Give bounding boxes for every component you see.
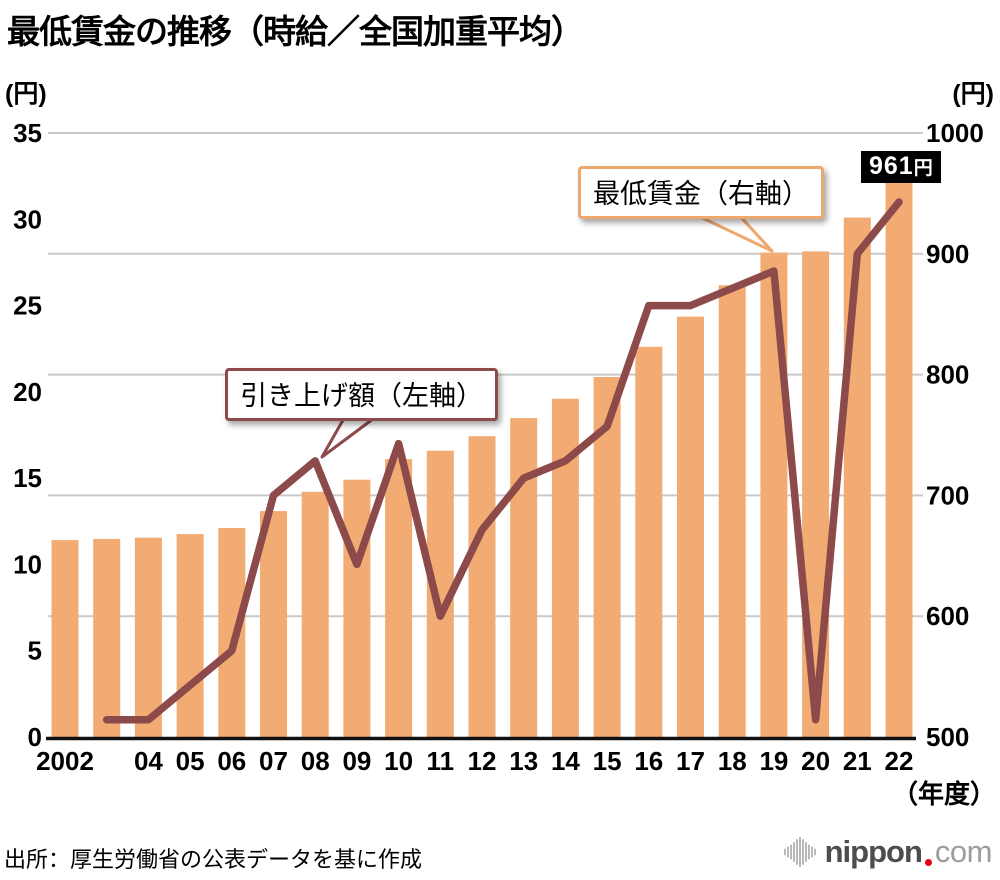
svg-text:07: 07 bbox=[259, 746, 288, 776]
svg-text:800: 800 bbox=[926, 360, 969, 390]
svg-text:20: 20 bbox=[801, 746, 830, 776]
svg-text:15: 15 bbox=[593, 746, 622, 776]
svg-text:20: 20 bbox=[13, 377, 42, 407]
nippon-soundwave-icon bbox=[783, 834, 817, 870]
line-series-callout: 引き上げ額（左軸） bbox=[225, 368, 498, 421]
badge-unit: 円 bbox=[913, 158, 933, 179]
svg-text:2002: 2002 bbox=[36, 746, 94, 776]
svg-text:21: 21 bbox=[843, 746, 872, 776]
svg-text:13: 13 bbox=[509, 746, 538, 776]
svg-text:25: 25 bbox=[13, 291, 42, 321]
logo-text-tld: com bbox=[934, 834, 993, 869]
svg-text:06: 06 bbox=[217, 746, 246, 776]
svg-text:10: 10 bbox=[13, 549, 42, 579]
svg-text:5: 5 bbox=[28, 636, 42, 666]
right-axis-unit-label: (円) bbox=[952, 80, 994, 108]
logo-text-main: nippon bbox=[824, 834, 923, 869]
svg-text:30: 30 bbox=[13, 204, 42, 234]
svg-text:500: 500 bbox=[926, 722, 969, 752]
svg-text:16: 16 bbox=[634, 746, 663, 776]
svg-text:05: 05 bbox=[176, 746, 205, 776]
svg-text:35: 35 bbox=[13, 118, 42, 148]
svg-text:09: 09 bbox=[342, 746, 371, 776]
svg-text:19: 19 bbox=[759, 746, 788, 776]
logo-red-dot bbox=[924, 859, 932, 866]
svg-text:10: 10 bbox=[384, 746, 413, 776]
svg-text:900: 900 bbox=[926, 239, 969, 269]
svg-text:15: 15 bbox=[13, 463, 42, 493]
page-title: 最低賃金の推移（時給／全国加重平均） bbox=[7, 13, 584, 50]
svg-text:04: 04 bbox=[134, 746, 163, 776]
svg-text:08: 08 bbox=[301, 746, 330, 776]
svg-text:14: 14 bbox=[551, 746, 580, 776]
svg-text:600: 600 bbox=[926, 601, 969, 631]
latest-value-badge: 961円 bbox=[861, 151, 941, 183]
svg-text:700: 700 bbox=[926, 480, 969, 510]
left-axis-unit-label: (円) bbox=[5, 80, 47, 108]
svg-text:（年度）: （年度） bbox=[892, 779, 996, 809]
nippon-com-logo: nippon com bbox=[783, 830, 993, 874]
svg-text:1000: 1000 bbox=[926, 118, 984, 148]
svg-text:12: 12 bbox=[468, 746, 497, 776]
badge-value: 961 bbox=[869, 152, 914, 180]
source-attribution: 出所：厚生労働省の公表データを基に作成 bbox=[4, 847, 423, 872]
svg-text:0: 0 bbox=[28, 722, 42, 752]
bar-series-callout: 最低賃金（右軸） bbox=[578, 166, 824, 219]
svg-text:11: 11 bbox=[427, 746, 455, 776]
svg-text:18: 18 bbox=[718, 746, 747, 776]
svg-text:22: 22 bbox=[885, 746, 914, 776]
svg-text:17: 17 bbox=[676, 746, 705, 776]
